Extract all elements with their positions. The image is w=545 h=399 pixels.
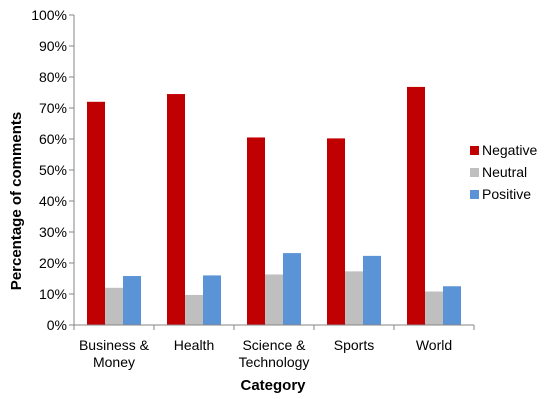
bar-positive [203,275,221,325]
bar-neutral [265,274,283,325]
bar-negative [327,138,345,325]
y-tick-label: 40% [39,193,67,209]
bar-negative [407,86,425,325]
legend-swatch-neutral [470,168,479,177]
bar-positive [283,253,301,325]
x-tick-label: Science & Technology [239,337,310,370]
x-axis: Business & Money Health Science & Technology… [73,324,475,370]
y-axis: 0% 10% 20% 30% 40% 50% 60% 70% 80% 90% 100% [31,7,75,333]
bar-positive [363,255,381,325]
legend-label-negative: Negative [482,142,537,158]
bar-positive [443,286,461,325]
y-tick-label: 30% [39,224,67,240]
x-tick-label: Business & Money [79,337,150,370]
y-tick-label: 60% [39,131,67,147]
bar-neutral [105,287,123,325]
bar-negative [167,94,185,325]
x-axis-title: Category [240,377,306,394]
x-tick-label: Sports [334,337,374,353]
legend-swatch-negative [470,146,479,155]
legend-label-positive: Positive [482,186,531,202]
x-tick-label: World [416,337,452,353]
y-tick-label: 50% [39,162,67,178]
legend-swatch-positive [470,190,479,199]
x-tick-label: Health [174,337,214,353]
y-tick-label: 100% [31,7,67,23]
y-tick-label: 20% [39,255,67,271]
y-tick-label: 0% [47,317,67,333]
bar-positive [123,276,141,325]
legend-label-neutral: Neutral [482,164,527,180]
bar-negative [247,137,265,325]
legend: Negative Neutral Positive [470,142,537,202]
y-tick-label: 10% [39,286,67,302]
y-tick-label: 90% [39,38,67,54]
y-tick-label: 70% [39,100,67,116]
bar-neutral [425,291,443,325]
bar-negative [87,101,105,325]
bars [87,86,461,325]
bar-neutral [345,271,363,325]
y-axis-title: Percentage of comments [8,112,25,290]
bar-neutral [185,294,203,325]
y-tick-label: 80% [39,69,67,85]
